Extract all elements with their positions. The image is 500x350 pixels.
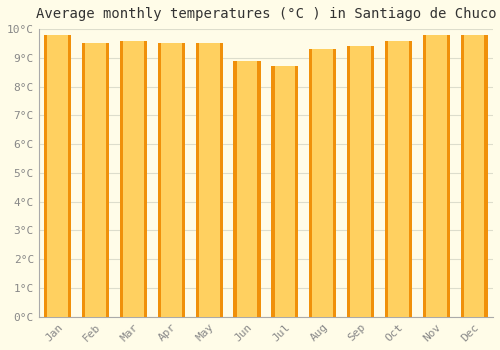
Bar (271, 66, 274, 317)
Bar (446, 35, 450, 317)
Bar (182, 43, 185, 317)
Bar (82, 43, 109, 317)
Bar (295, 66, 298, 317)
Bar (258, 61, 260, 317)
Bar (220, 43, 223, 317)
Bar (44, 35, 72, 317)
Bar (158, 43, 185, 317)
Bar (484, 35, 488, 317)
Bar (347, 46, 374, 317)
Bar (371, 46, 374, 317)
Bar (106, 43, 109, 317)
Bar (309, 49, 336, 317)
Title: Average monthly temperatures (°C ) in Santiago de Chuco: Average monthly temperatures (°C ) in Sa… (36, 7, 496, 21)
Bar (120, 41, 147, 317)
Bar (144, 41, 147, 317)
Bar (234, 61, 236, 317)
Bar (409, 41, 412, 317)
Bar (82, 43, 85, 317)
Bar (158, 43, 161, 317)
Bar (271, 66, 298, 317)
Bar (422, 35, 450, 317)
Bar (44, 35, 48, 317)
Bar (385, 41, 412, 317)
Bar (422, 35, 426, 317)
Bar (460, 35, 464, 317)
Bar (333, 49, 336, 317)
Bar (196, 43, 223, 317)
Bar (120, 41, 123, 317)
Bar (68, 35, 71, 317)
Bar (309, 49, 312, 317)
Bar (196, 43, 199, 317)
Bar (347, 46, 350, 317)
Bar (234, 61, 260, 317)
Bar (460, 35, 488, 317)
Bar (385, 41, 388, 317)
